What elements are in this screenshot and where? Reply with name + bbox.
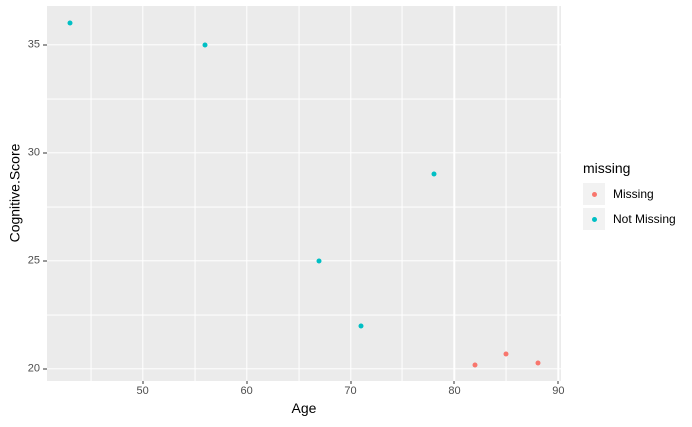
y-tick-mark [43,152,47,154]
data-point-not-missing [67,20,73,26]
y-minor-gridline [46,314,561,316]
x-minor-gridline [90,6,92,381]
x-tick-label: 90 [552,385,565,397]
y-tick-label: 20 [27,362,40,375]
data-point-not-missing [202,42,208,48]
y-tick-mark [43,368,47,370]
plot-panel [46,6,561,381]
y-tick-mark [43,44,47,46]
data-point-missing [472,362,478,368]
x-major-gridline [349,6,352,381]
legend-title: missing [583,160,631,176]
data-point-not-missing [358,323,364,329]
y-major-gridline [46,152,561,154]
y-tick-label: 30 [27,146,40,159]
legend-entry-missing: Missing [583,183,676,206]
y-minor-gridline [46,98,561,100]
not-missing-point-icon [591,216,597,222]
y-axis-title: Cognitive.Score [6,143,23,243]
data-point-missing [535,360,541,366]
data-point-not-missing [431,171,437,177]
missing-point-icon [591,191,597,197]
legend-label-not-missing: Not Missing [613,212,676,227]
legend-entry-not-missing: Not Missing [583,208,676,231]
y-minor-gridline [46,206,561,208]
x-minor-gridline [298,6,299,381]
y-major-gridline [46,368,561,370]
data-point-missing [503,351,509,357]
data-point-not-missing [316,258,322,264]
x-tick-mark [453,380,455,384]
y-major-gridline [46,44,561,46]
y-tick-label: 35 [27,38,40,51]
x-tick-mark [142,380,144,384]
x-tick-label: 60 [240,385,253,397]
x-major-gridline [557,6,560,381]
x-minor-gridline [505,6,507,381]
legend-key-not-missing [583,208,605,231]
x-tick-mark [350,380,352,384]
x-tick-label: 50 [136,385,149,397]
x-major-gridline [245,6,248,381]
x-major-gridline [453,6,456,381]
legend-key-missing [583,183,605,206]
x-minor-gridline [194,6,196,381]
legend-label-missing: Missing [613,187,654,202]
x-axis-title: Age [291,400,317,416]
x-tick-mark [557,380,559,384]
x-tick-mark [246,380,248,384]
y-major-gridline [46,260,561,262]
x-tick-label: 80 [448,385,461,397]
x-major-gridline [141,6,144,381]
x-tick-label: 70 [344,385,357,397]
y-tick-label: 25 [27,254,40,267]
y-tick-mark [43,260,47,262]
legend: missing Missing Not Missing [583,160,676,233]
x-minor-gridline [402,6,403,381]
